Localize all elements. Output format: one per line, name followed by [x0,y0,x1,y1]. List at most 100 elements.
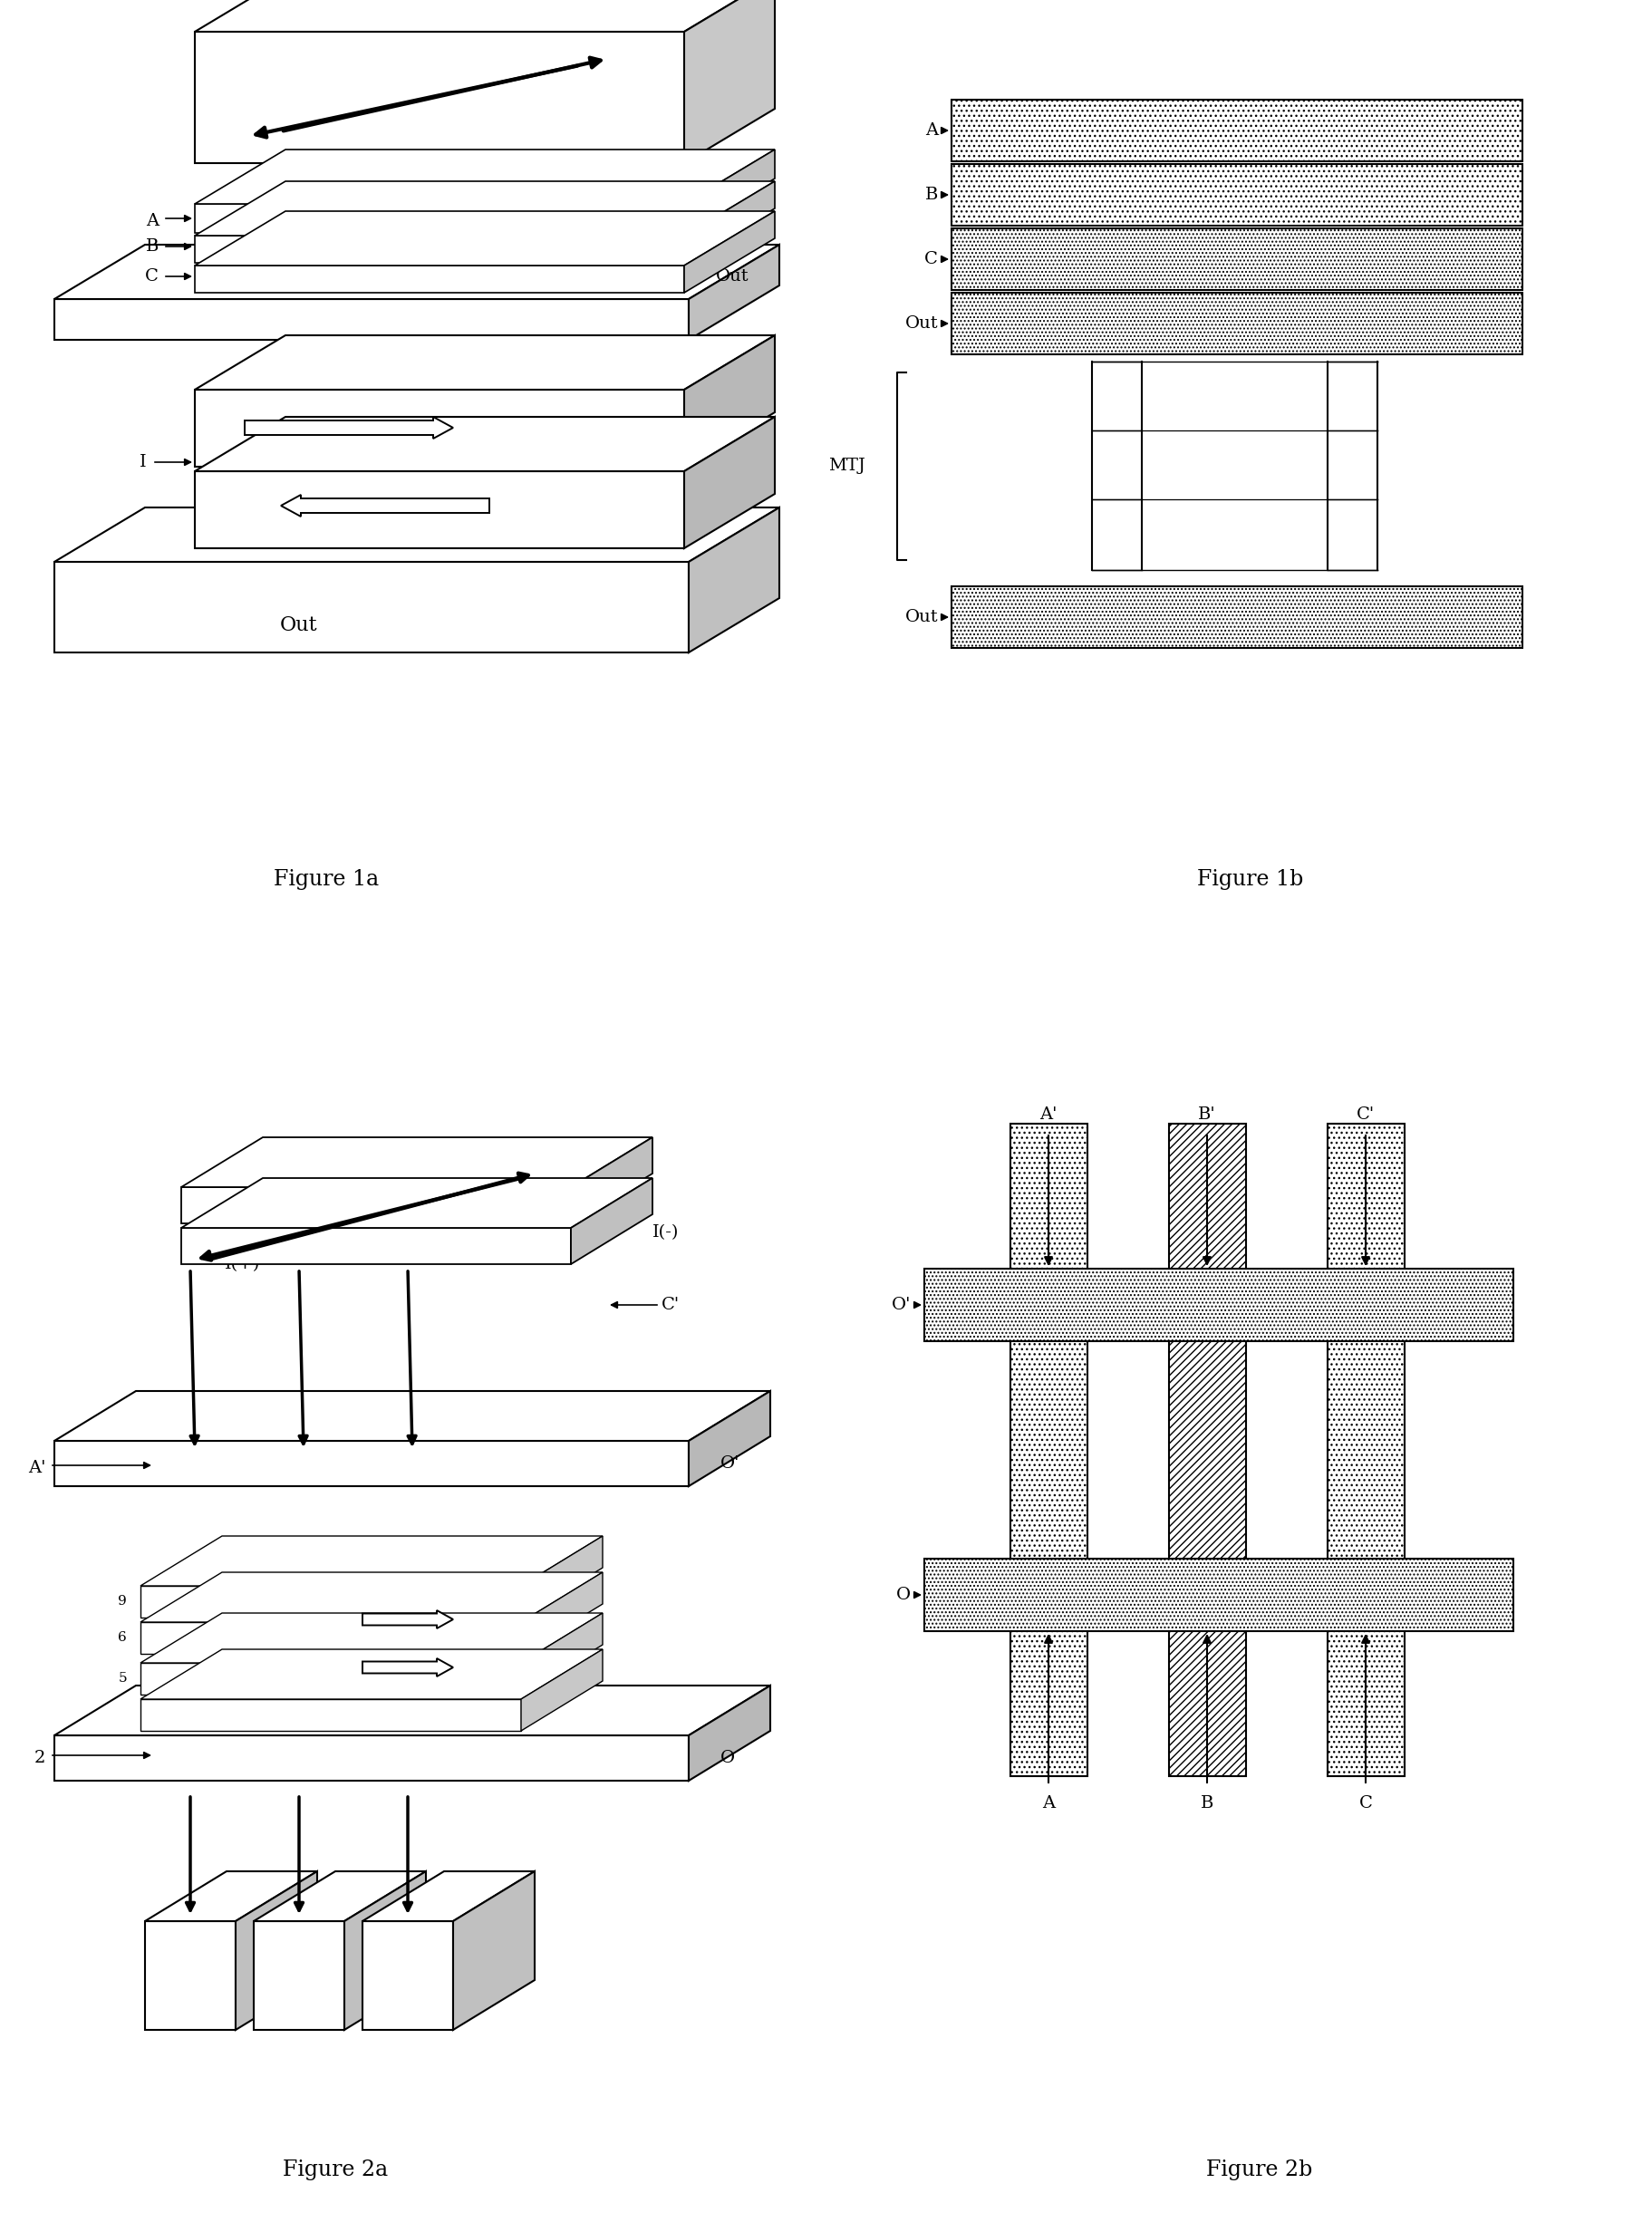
Text: Out: Out [281,615,317,635]
Polygon shape [689,1391,770,1487]
Polygon shape [195,149,775,204]
Bar [1328,1124,1404,1775]
Bar [1011,1124,1087,1775]
Text: B': B' [1198,1107,1216,1122]
Text: B: B [145,238,159,256]
Bar [952,164,1523,227]
Text: C': C' [1356,1107,1374,1122]
Polygon shape [55,507,780,562]
Polygon shape [195,236,684,262]
Text: I(-): I(-) [653,1224,679,1240]
Text: Figure 2b: Figure 2b [1206,2160,1313,2180]
Polygon shape [55,1686,770,1735]
Polygon shape [195,389,684,467]
Text: O: O [720,1751,735,1766]
Polygon shape [195,336,775,389]
Polygon shape [195,204,684,233]
Text: A: A [145,213,159,229]
Text: B: B [1201,1795,1214,1811]
Polygon shape [520,1649,603,1731]
Polygon shape [55,1735,689,1780]
Polygon shape [55,300,689,340]
Polygon shape [572,1178,653,1264]
Polygon shape [453,1871,535,2031]
Polygon shape [182,1178,653,1229]
Text: I: I [140,453,147,471]
Polygon shape [254,1922,344,2031]
Text: 2: 2 [35,1751,45,1766]
Polygon shape [362,1871,535,1922]
Polygon shape [684,149,775,233]
Polygon shape [140,1573,603,1622]
Text: C: C [400,1978,415,1995]
Polygon shape [140,1700,520,1731]
Polygon shape [195,182,775,236]
FancyArrow shape [244,418,453,438]
Text: B': B' [590,1160,606,1178]
Polygon shape [684,211,775,293]
FancyArrow shape [362,1611,453,1629]
Polygon shape [55,562,689,653]
Text: FM1: FM1 [525,498,567,513]
Polygon shape [140,1613,603,1662]
Polygon shape [195,0,775,31]
Text: O': O' [720,1455,740,1471]
Text: I(-): I(-) [720,38,747,53]
Text: 6: 6 [117,1631,127,1644]
Text: Figure 1a: Figure 1a [274,869,378,889]
Text: C: C [145,269,159,284]
Text: O': O' [892,1298,910,1313]
Polygon shape [145,1922,236,2031]
Polygon shape [140,1622,520,1653]
Polygon shape [182,1187,572,1224]
Polygon shape [520,1573,603,1653]
Polygon shape [362,1922,453,2031]
Polygon shape [684,182,775,262]
Polygon shape [195,264,684,293]
Text: C: C [1360,1795,1373,1811]
Bar [952,587,1523,649]
Text: Figure 2a: Figure 2a [282,2160,388,2180]
Polygon shape [140,1662,520,1695]
Polygon shape [236,1871,317,2031]
Polygon shape [254,1871,426,1922]
Text: FM 2: FM 2 [512,420,558,436]
Polygon shape [520,1613,603,1695]
Text: Out: Out [905,316,938,331]
Text: 8: 8 [119,1709,127,1720]
Polygon shape [689,507,780,653]
Polygon shape [55,244,780,300]
Polygon shape [684,0,775,162]
Bar [952,293,1523,353]
Text: C: C [925,251,938,267]
Polygon shape [140,1649,603,1700]
Text: B: B [292,1978,306,1995]
Text: B: B [925,187,938,202]
Text: Out: Out [715,269,748,284]
Text: A: A [925,122,938,138]
Polygon shape [684,418,775,549]
Bar [952,229,1523,291]
Text: A: A [1042,1795,1056,1811]
Text: 9: 9 [117,1595,127,1607]
Polygon shape [344,1871,426,2031]
Text: MTJ: MTJ [828,458,866,473]
Polygon shape [684,336,775,467]
Text: A': A' [28,1460,45,1475]
Polygon shape [55,1391,770,1440]
Polygon shape [572,1138,653,1224]
Bar [925,1558,1513,1631]
Polygon shape [195,31,684,162]
Text: A': A' [1039,1107,1057,1122]
Text: 5: 5 [119,1671,127,1684]
Polygon shape [195,211,775,264]
Bar [952,100,1523,162]
Text: I (+): I (+) [354,133,395,149]
Bar [925,1269,1513,1342]
Polygon shape [195,418,775,471]
Text: I(+): I(+) [225,1255,261,1273]
Polygon shape [140,1535,603,1587]
Text: Figure 1b: Figure 1b [1198,869,1303,889]
Polygon shape [182,1138,653,1187]
Polygon shape [145,1871,317,1922]
